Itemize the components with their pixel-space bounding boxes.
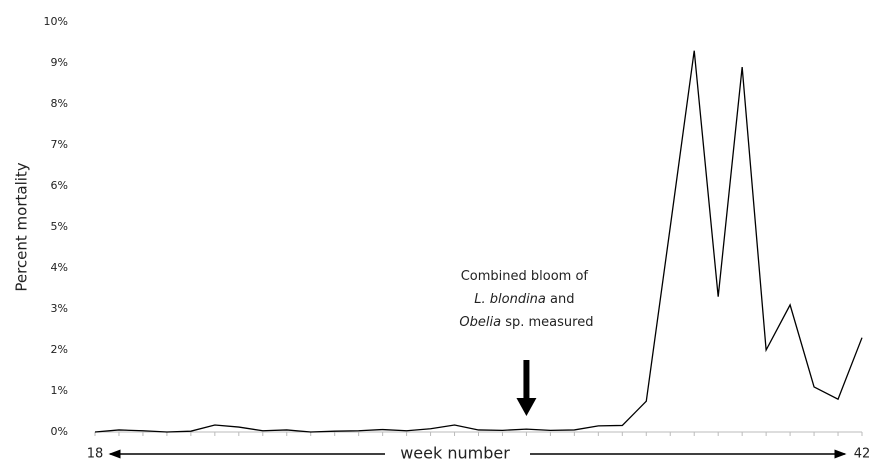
annotation-text: sp. measured (501, 315, 593, 330)
annotation-text: L. blondina (474, 292, 546, 307)
y-tick-label: 7% (51, 138, 68, 151)
annotation-text: Combined bloom of (461, 269, 589, 284)
data-line (94, 50, 863, 433)
annotation: Combined bloom of L. blondina and Obelia… (459, 269, 593, 330)
x-tick-label: 18 (87, 447, 104, 462)
y-tick-label: 3% (51, 302, 68, 315)
x-tick-label: 42 (854, 447, 871, 462)
y-tick-label: 1% (51, 384, 68, 397)
y-tick-label: 5% (51, 220, 68, 233)
y-tick-label: 9% (51, 56, 68, 69)
annotation-arrowhead (516, 398, 537, 416)
annotation-text: Obelia (459, 315, 501, 330)
x-axis-label: week number (400, 444, 510, 463)
y-tick-label: 8% (51, 97, 68, 110)
y-tick-label: 10% (44, 15, 68, 28)
y-tick-label: 6% (51, 179, 68, 192)
annotation-text: and (546, 292, 575, 307)
y-tick-label: 4% (51, 261, 68, 274)
y-axis-label: Percent mortality (13, 162, 31, 291)
y-tick-label: 0% (51, 425, 68, 438)
y-tick-label: 2% (51, 343, 68, 356)
